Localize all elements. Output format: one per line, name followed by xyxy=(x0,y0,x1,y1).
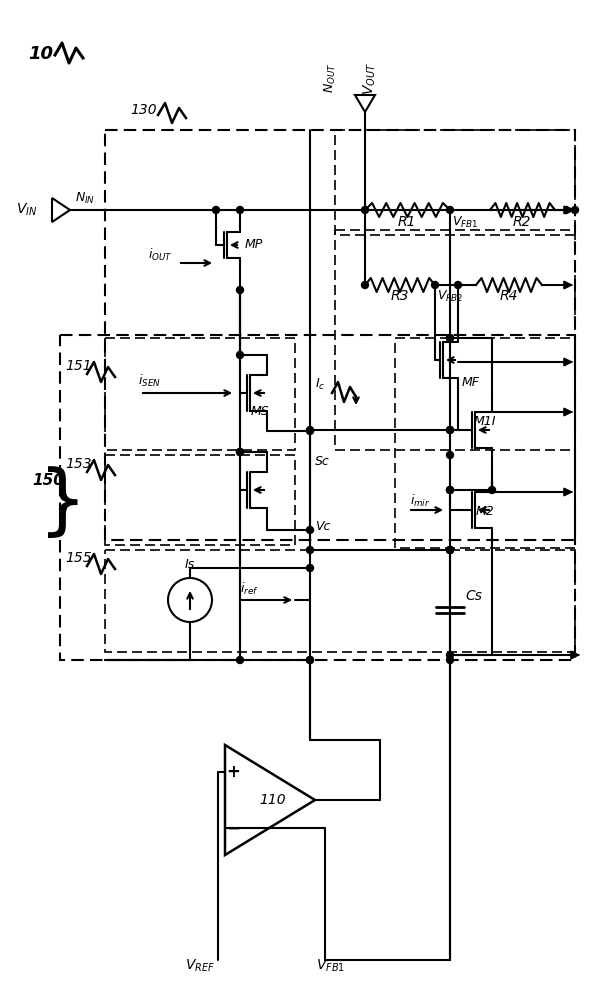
Circle shape xyxy=(236,352,244,359)
Text: $N_{OUT}$: $N_{OUT}$ xyxy=(322,62,338,93)
Circle shape xyxy=(446,334,454,342)
Circle shape xyxy=(446,487,454,493)
Text: MF: MF xyxy=(462,375,480,388)
Circle shape xyxy=(307,656,314,664)
Text: $V_{OUT}$: $V_{OUT}$ xyxy=(362,62,378,95)
Text: Cs: Cs xyxy=(465,589,482,603)
Text: MS: MS xyxy=(251,405,269,418)
Text: $V_{IN}$: $V_{IN}$ xyxy=(16,202,37,218)
Bar xyxy=(105,550,575,652)
Circle shape xyxy=(431,282,439,288)
Text: M1I: M1I xyxy=(474,415,496,428)
Text: M2: M2 xyxy=(476,505,494,518)
Text: 155: 155 xyxy=(65,551,92,565)
Bar xyxy=(105,130,575,540)
Circle shape xyxy=(446,487,454,493)
Text: MP: MP xyxy=(245,238,263,251)
Text: R1: R1 xyxy=(398,215,416,229)
Text: Vc: Vc xyxy=(315,520,331,533)
Text: R4: R4 xyxy=(500,289,518,303)
Text: $V_{REF}$: $V_{REF}$ xyxy=(185,958,215,974)
Circle shape xyxy=(446,207,454,214)
Text: $i_{SEN}$: $i_{SEN}$ xyxy=(138,373,161,389)
Circle shape xyxy=(236,448,244,456)
Text: $i_{OUT}$: $i_{OUT}$ xyxy=(148,247,173,263)
Text: 150: 150 xyxy=(32,473,64,488)
Circle shape xyxy=(571,207,578,214)
Text: {: { xyxy=(20,463,68,537)
Circle shape xyxy=(236,286,244,294)
Circle shape xyxy=(446,652,454,658)
Text: 151: 151 xyxy=(65,359,92,373)
Circle shape xyxy=(446,452,454,458)
Circle shape xyxy=(361,282,368,288)
Text: $V_{FB1}$: $V_{FB1}$ xyxy=(316,958,344,974)
Circle shape xyxy=(236,656,244,664)
Text: +: + xyxy=(226,763,240,781)
Text: R3: R3 xyxy=(391,289,409,303)
Circle shape xyxy=(307,564,314,572)
Circle shape xyxy=(361,207,368,214)
Text: 10: 10 xyxy=(28,45,53,63)
Circle shape xyxy=(446,656,454,664)
Text: 153: 153 xyxy=(65,457,92,471)
Bar xyxy=(60,335,575,660)
Circle shape xyxy=(212,207,220,214)
Circle shape xyxy=(236,448,244,456)
Text: $V_{FB1}$: $V_{FB1}$ xyxy=(452,215,478,230)
Circle shape xyxy=(307,656,314,664)
Circle shape xyxy=(307,428,314,434)
Text: $-$: $-$ xyxy=(226,819,240,837)
Text: $N_{IN}$: $N_{IN}$ xyxy=(75,190,95,206)
Text: $V_{FB2}$: $V_{FB2}$ xyxy=(437,289,463,304)
Circle shape xyxy=(488,487,496,493)
Circle shape xyxy=(446,334,454,342)
Text: R2: R2 xyxy=(513,215,531,229)
Circle shape xyxy=(446,546,454,554)
Text: $i_{mir}$: $i_{mir}$ xyxy=(410,493,430,509)
Text: Sc: Sc xyxy=(315,455,330,468)
Bar xyxy=(105,455,295,545)
Bar xyxy=(395,338,575,548)
Circle shape xyxy=(446,426,454,434)
Circle shape xyxy=(446,426,454,434)
Circle shape xyxy=(307,546,314,554)
Circle shape xyxy=(307,426,314,434)
Circle shape xyxy=(446,546,454,554)
Circle shape xyxy=(307,526,314,534)
Bar xyxy=(335,230,575,450)
Bar xyxy=(105,338,295,450)
Circle shape xyxy=(446,546,454,554)
Text: $i_{ref}$: $i_{ref}$ xyxy=(240,581,259,597)
Text: 130: 130 xyxy=(130,103,157,117)
Text: $I_c$: $I_c$ xyxy=(315,377,325,392)
Circle shape xyxy=(455,282,461,288)
Text: Is: Is xyxy=(185,558,195,571)
Circle shape xyxy=(236,207,244,214)
Text: 110: 110 xyxy=(260,793,286,807)
Bar xyxy=(335,130,575,235)
